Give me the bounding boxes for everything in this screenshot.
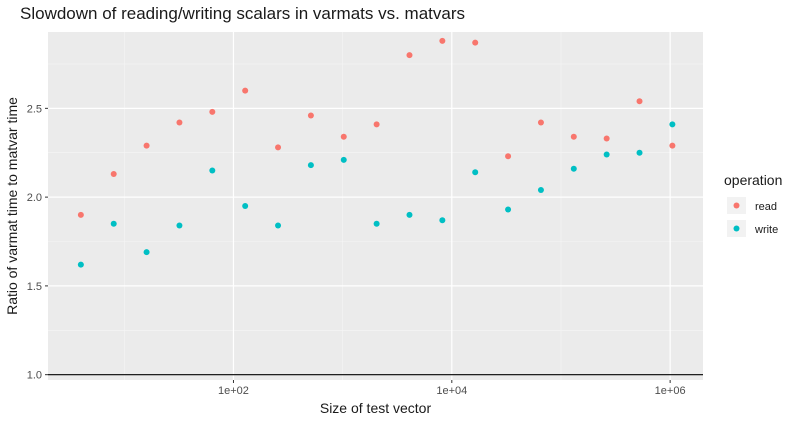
data-point-write <box>340 156 347 163</box>
data-point-read <box>176 119 183 126</box>
data-point-write <box>275 222 282 229</box>
data-point-read <box>537 119 544 126</box>
x-tick-label: 1e+02 <box>218 385 249 397</box>
y-axis-title: Ratio of varmat time to matvar time <box>4 97 20 315</box>
data-point-read <box>636 98 643 105</box>
data-point-write <box>505 206 512 213</box>
x-tick-label: 1e+04 <box>436 385 467 397</box>
data-point-write <box>603 151 610 158</box>
data-point-write <box>176 222 183 229</box>
data-point-write <box>77 261 84 268</box>
y-tick-label: 1.0 <box>27 370 42 382</box>
data-point-write <box>636 149 643 156</box>
x-axis-ticks: 1e+02 1e+04 1e+06 <box>218 380 686 397</box>
data-point-write <box>406 211 413 218</box>
x-axis-title: Size of test vector <box>320 400 432 416</box>
data-point-write <box>373 220 380 227</box>
chart-title: Slowdown of reading/writing scalars in v… <box>20 4 465 23</box>
minor-gridlines <box>48 32 703 380</box>
data-point-read <box>340 133 347 140</box>
data-point-write <box>570 165 577 172</box>
data-point-write <box>110 220 117 227</box>
y-tick-label: 1.5 <box>27 281 42 293</box>
data-point-read <box>406 52 413 59</box>
data-point-read <box>603 135 610 142</box>
legend: operation read write <box>724 172 782 237</box>
data-point-write <box>472 169 479 176</box>
data-point-write <box>669 121 676 128</box>
plot-panel <box>48 32 703 380</box>
legend-marker-read <box>733 202 740 209</box>
legend-label-write: write <box>754 224 778 236</box>
data-point-write <box>307 162 314 169</box>
data-point-write <box>209 167 216 174</box>
data-point-read <box>505 153 512 160</box>
legend-title: operation <box>724 172 782 188</box>
data-point-read <box>439 37 446 44</box>
data-point-read <box>77 211 84 218</box>
data-point-write <box>439 217 446 224</box>
y-axis-ticks: 1.0 1.5 2.0 2.5 <box>27 103 48 382</box>
y-tick-label: 2.0 <box>27 192 42 204</box>
legend-marker-write <box>733 225 740 232</box>
data-point-read <box>307 112 314 119</box>
data-point-read <box>472 39 479 46</box>
data-point-write <box>143 249 150 256</box>
data-point-read <box>275 144 282 151</box>
legend-label-read: read <box>755 201 777 213</box>
data-points <box>77 37 676 268</box>
data-point-read <box>373 121 380 128</box>
data-point-read <box>143 142 150 149</box>
y-tick-label: 2.5 <box>27 103 42 115</box>
data-point-read <box>110 171 117 178</box>
x-tick-label: 1e+06 <box>655 385 686 397</box>
data-point-write <box>537 187 544 194</box>
data-point-read <box>570 133 577 140</box>
data-point-read <box>669 142 676 149</box>
data-point-read <box>242 87 249 94</box>
data-point-read <box>209 108 216 115</box>
data-point-write <box>242 203 249 209</box>
